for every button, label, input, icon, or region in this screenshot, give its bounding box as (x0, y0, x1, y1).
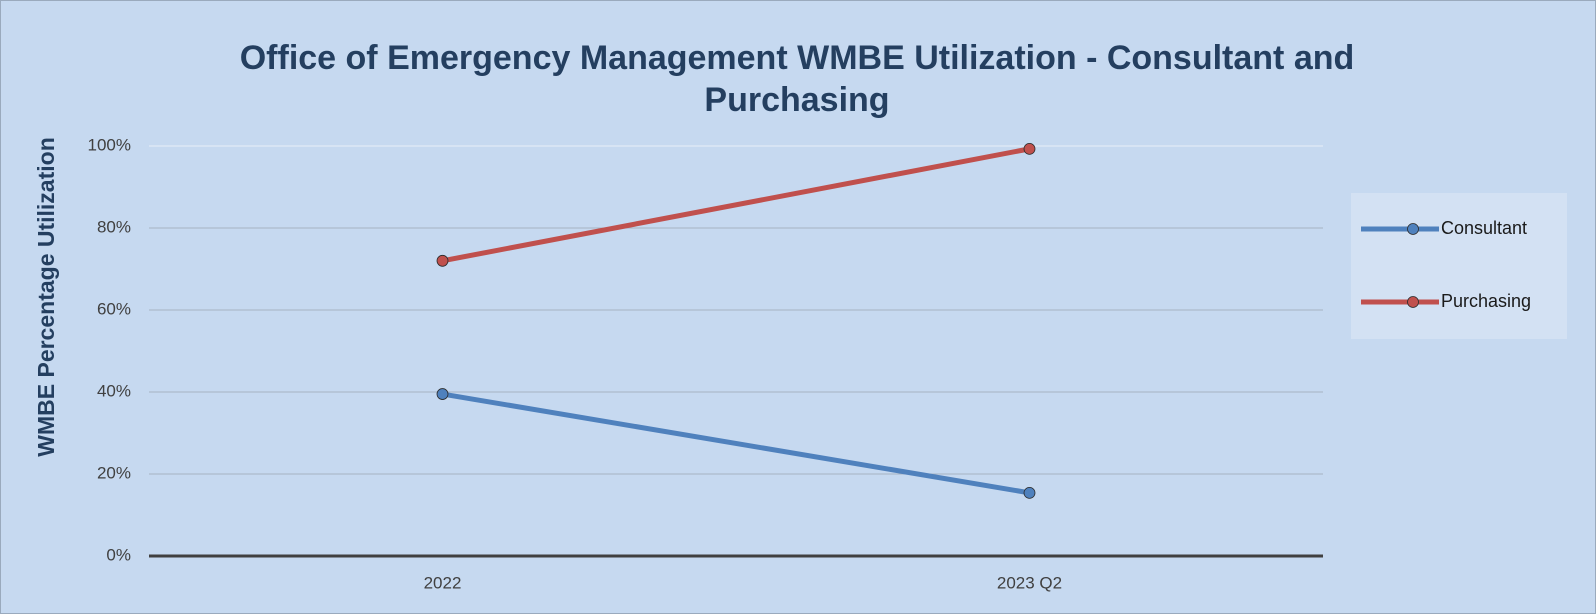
data-point (436, 388, 449, 400)
legend-label: Consultant (1441, 218, 1527, 238)
legend-marker (1407, 223, 1419, 235)
y-tick-label: 0% (106, 545, 131, 564)
data-point (436, 254, 449, 267)
y-tick-label: 80% (97, 217, 131, 236)
legend-box (1351, 193, 1567, 339)
legend-marker (1407, 296, 1419, 308)
series-line (442, 146, 1030, 264)
y-tick-label: 20% (97, 463, 131, 482)
chart-title: Office of Emergency Management WMBE Util… (239, 39, 1355, 119)
y-axis-label: WMBE Percentage Utilization (33, 137, 59, 456)
y-tick-label: 40% (97, 381, 131, 400)
legend-label: Purchasing (1441, 291, 1531, 311)
data-point (1023, 142, 1036, 155)
y-tick-label: 60% (97, 299, 131, 318)
x-tick-label: 2022 (424, 573, 462, 592)
series-line (442, 391, 1030, 496)
x-tick-label: 2023 Q2 (997, 573, 1062, 592)
y-tick-label: 100% (88, 135, 131, 154)
data-point (1023, 486, 1036, 499)
